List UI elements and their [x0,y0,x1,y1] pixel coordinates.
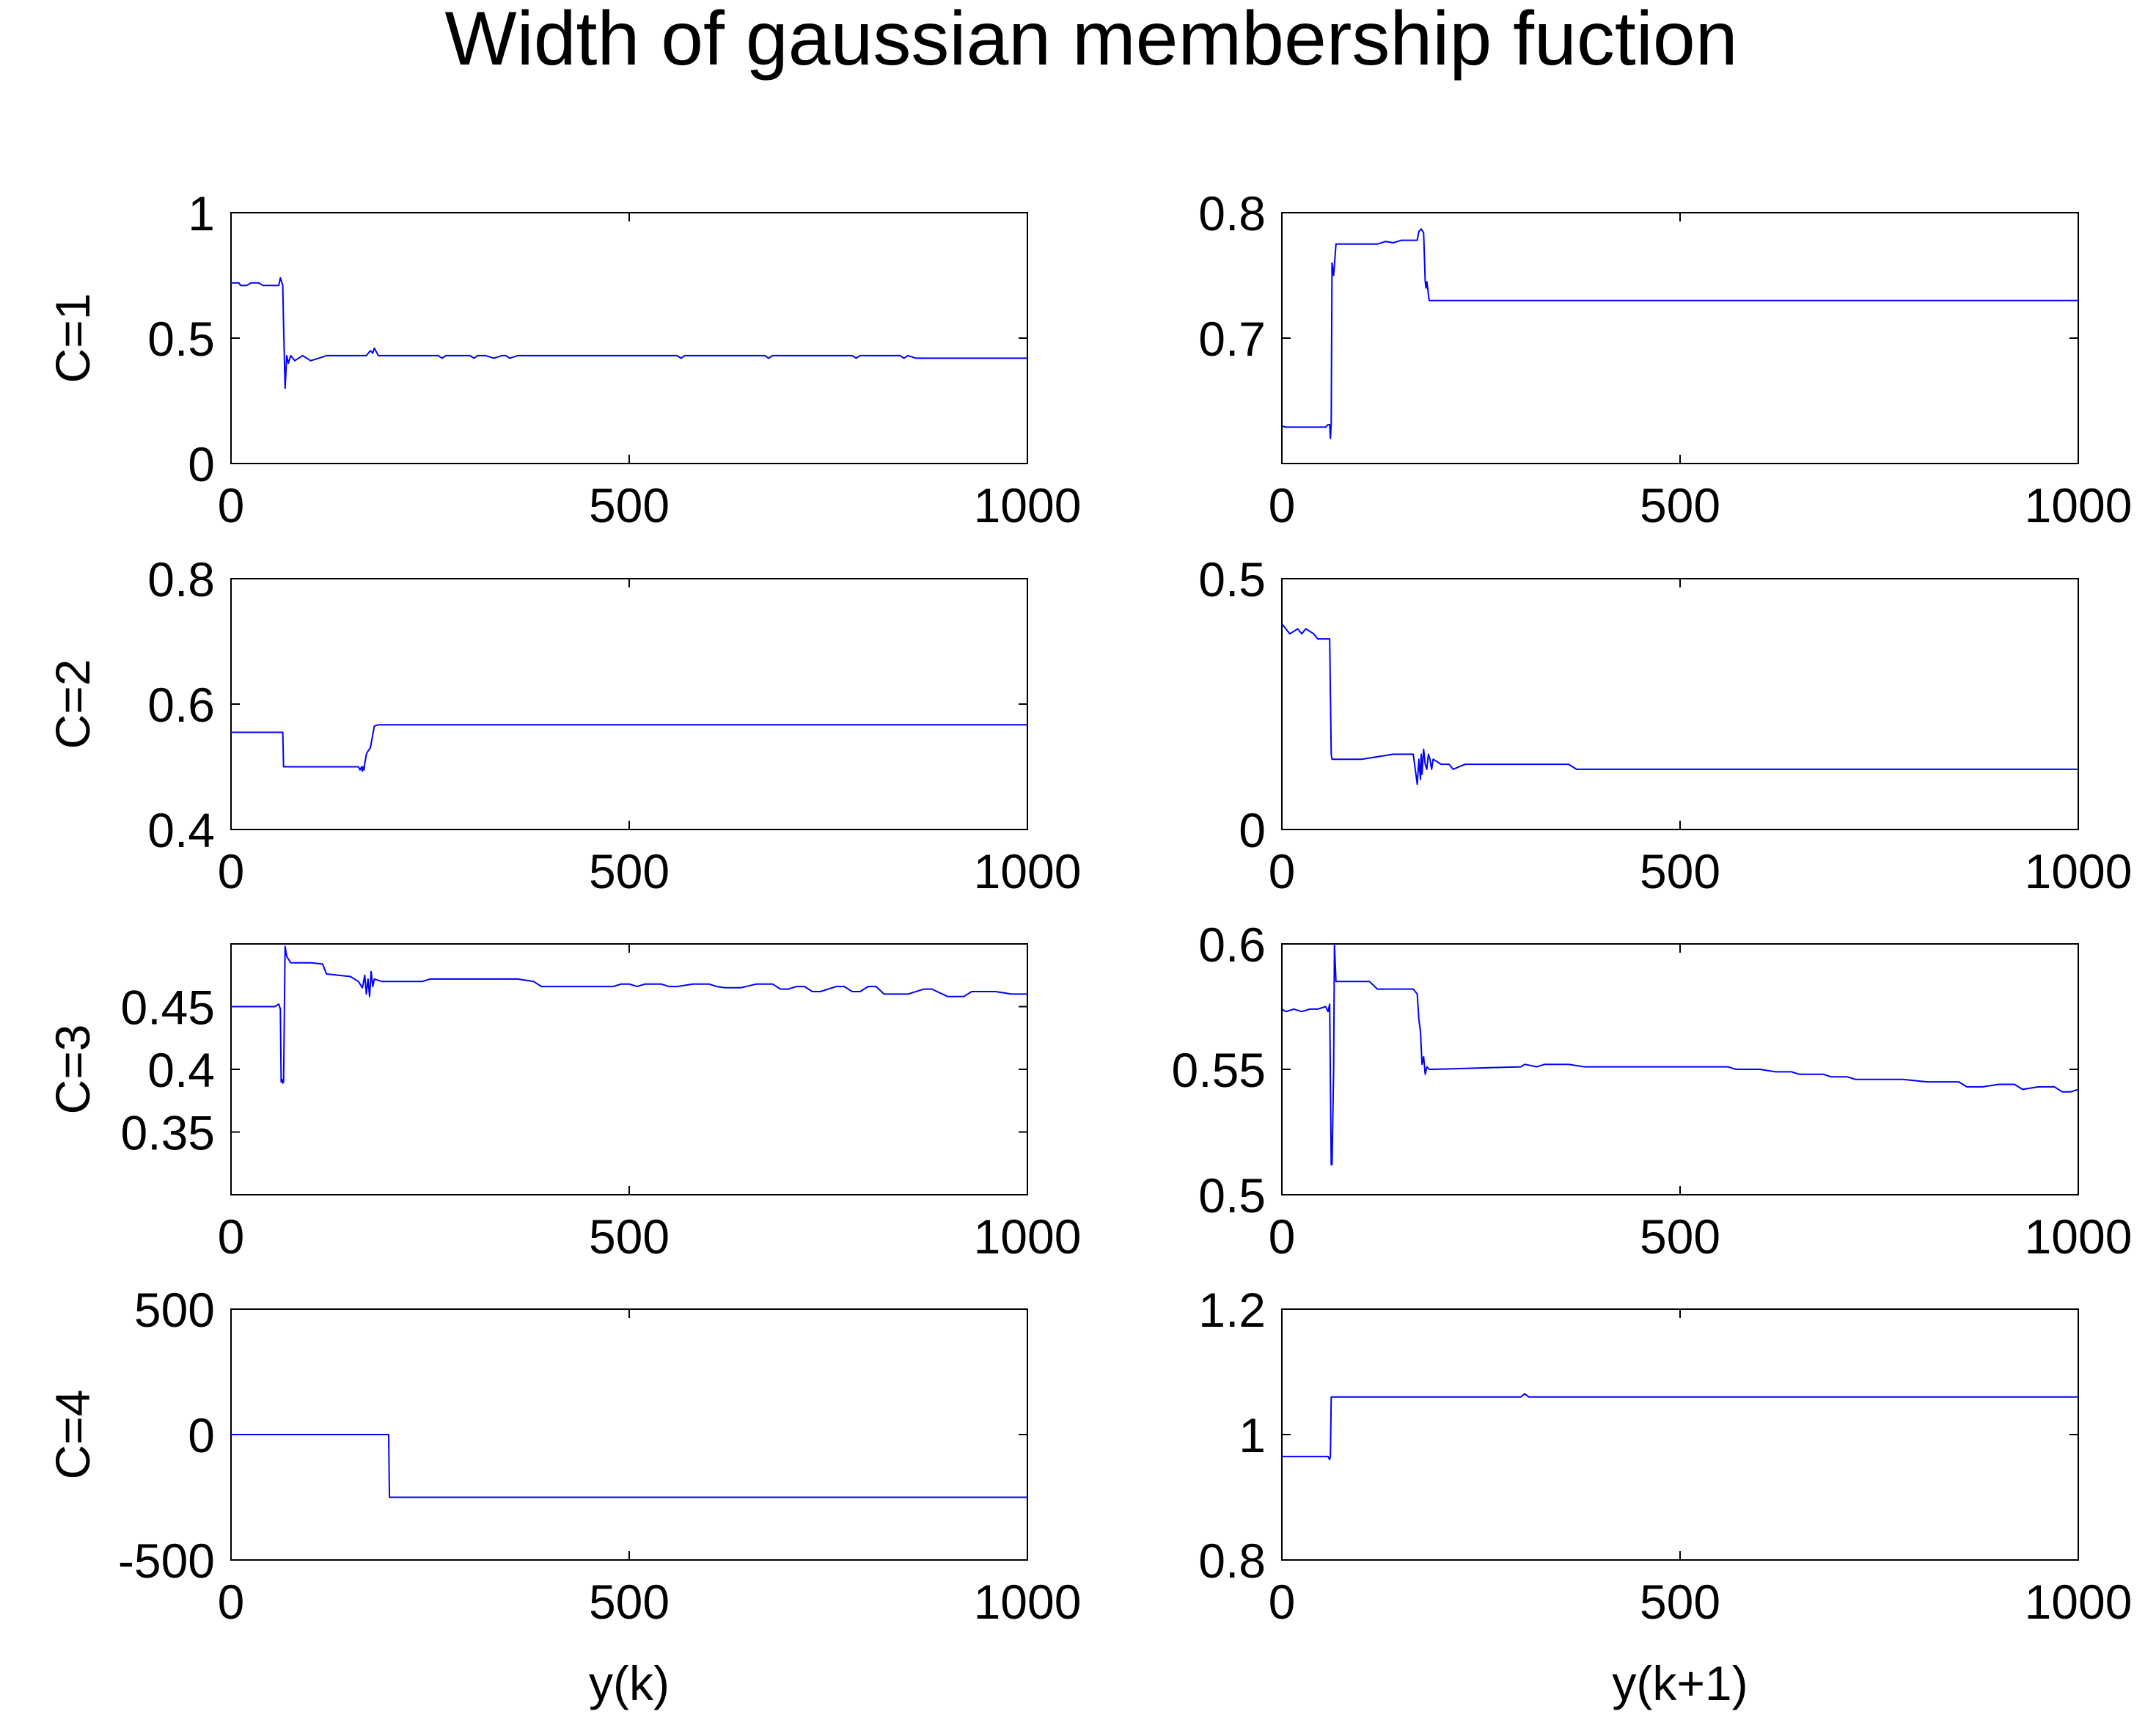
subplot-4: 0 500 1000 0 0.5 [1198,552,2132,898]
plot-area [1281,578,2079,830]
x-tick-label: 1000 [974,844,1082,898]
x-axis-label: y(k+1) [1612,1656,1748,1710]
x-tick-label: 0 [218,1209,245,1264]
subplot-3: 0 500 1000 0.4 0.6 0.8 C=2 [45,552,1081,898]
y-tick-label: 0 [1239,803,1266,857]
subplot-5: 0 500 1000 0.35 0.4 0.45 C=3 [45,943,1082,1264]
x-tick-label: 0 [218,478,245,532]
y-tick-label: 0.6 [1198,918,1266,972]
plot-area [230,578,1028,830]
y-tick-label: 0.35 [121,1106,215,1160]
x-tick-label: 1000 [2025,844,2133,898]
x-tick-label: 1000 [2025,1209,2133,1264]
y-tick-label: 0 [188,437,215,491]
x-tick-label: 500 [1640,1575,1720,1629]
y-axis-label: C=3 [45,1025,100,1115]
series-line [231,945,1027,1084]
y-tick-label: 0.6 [147,678,215,732]
x-tick-label: 500 [589,1209,670,1264]
plot-area [1281,1308,2079,1561]
y-tick-label: 0.5 [147,312,215,366]
series-line [231,276,1027,389]
y-axis-label: C=2 [45,659,100,750]
y-tick-label: 0.8 [1198,1534,1266,1588]
subplot-2: 0 500 1000 0.7 0.8 [1198,186,2132,532]
x-tick-label: 500 [589,1575,670,1629]
plot-area [230,212,1028,464]
plot-area [1281,212,2079,464]
y-tick-label: 0.5 [1198,1168,1266,1223]
y-tick-label: 0.7 [1198,312,1266,366]
y-tick-label: 0.4 [147,803,215,857]
subplot-8: 0 500 1000 0.8 1 1.2 y(k+1) [1198,1283,2132,1710]
x-tick-label: 0 [1269,478,1296,532]
x-tick-label: 500 [589,478,670,532]
y-tick-label: 0 [188,1408,215,1462]
y-tick-label: 0.45 [121,981,215,1035]
plot-area [230,943,1028,1195]
y-axis-label: C=1 [45,293,100,384]
x-tick-label: 1000 [2025,478,2133,532]
x-tick-label: 500 [589,844,670,898]
subplot-1: 0 500 1000 0 0.5 1 C=1 [45,186,1081,532]
x-tick-label: 1000 [974,1209,1082,1264]
y-tick-label: 0.5 [1198,552,1266,607]
series-line [1282,1393,2078,1461]
y-tick-label: 1 [1239,1408,1266,1462]
series-line [1281,943,2079,1165]
y-tick-label: 500 [134,1283,215,1337]
y-tick-label: -500 [118,1534,215,1588]
x-tick-label: 1000 [974,478,1082,532]
y-tick-label: 0.4 [147,1043,215,1097]
y-tick-label: 0.8 [1198,186,1266,241]
x-tick-label: 500 [1640,478,1720,532]
x-tick-label: 0 [1269,1575,1296,1629]
series-line [231,1434,1027,1498]
x-axis-label: y(k) [589,1656,670,1710]
y-axis-label: C=4 [45,1390,100,1480]
x-tick-label: 0 [218,844,245,898]
y-tick-label: 0.55 [1172,1043,1266,1097]
x-tick-label: 500 [1640,844,1720,898]
x-tick-label: 1000 [2025,1575,2133,1629]
y-tick-label: 0.8 [147,552,215,607]
x-tick-label: 0 [1269,1209,1296,1264]
series-line [1281,623,2078,785]
y-tick-label: 1.2 [1198,1283,1266,1337]
plot-area [1281,943,2079,1195]
x-tick-label: 0 [218,1575,245,1629]
x-tick-label: 1000 [974,1575,1082,1629]
x-tick-label: 500 [1640,1209,1720,1264]
series-line [231,724,1027,772]
subplot-6: 0 500 1000 0.5 0.55 0.6 [1172,918,2133,1264]
x-tick-label: 0 [1269,844,1296,898]
y-tick-label: 1 [188,186,215,241]
figure-title: Width of gaussian membership fuction [444,0,1737,81]
series-line [1281,228,2078,439]
